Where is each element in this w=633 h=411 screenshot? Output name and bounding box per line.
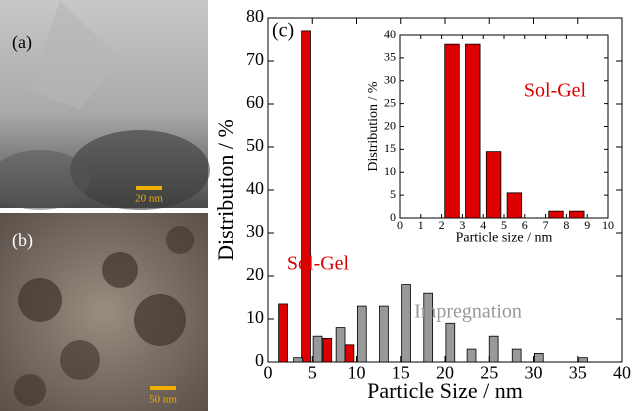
y-axis-label: Distribution / % bbox=[366, 81, 381, 172]
bar bbox=[445, 44, 460, 218]
y-tick-label: 10 bbox=[246, 307, 264, 327]
panel-label: (b) bbox=[12, 230, 33, 251]
bar bbox=[507, 193, 522, 218]
bar bbox=[380, 306, 389, 362]
bar bbox=[345, 345, 354, 362]
series-label: Sol-Gel bbox=[287, 253, 350, 275]
bar bbox=[466, 44, 481, 218]
bar bbox=[323, 338, 332, 362]
bar bbox=[402, 285, 411, 362]
panel-label: (c) bbox=[272, 20, 294, 42]
bar bbox=[302, 31, 311, 362]
y-tick-label: 60 bbox=[246, 92, 264, 112]
x-tick-label: 1 bbox=[418, 218, 424, 232]
bar bbox=[294, 358, 303, 362]
y-tick-label: 10 bbox=[384, 164, 396, 178]
bar bbox=[534, 353, 543, 362]
scale-bar-label: 50 nm bbox=[149, 394, 177, 406]
y-tick-label: 15 bbox=[384, 141, 396, 155]
bar bbox=[570, 211, 585, 218]
bar bbox=[357, 306, 366, 362]
x-tick-label: 2 bbox=[439, 218, 445, 232]
x-tick-label: 5 bbox=[308, 363, 317, 383]
y-tick-label: 40 bbox=[246, 178, 264, 198]
panel-label: (a) bbox=[12, 32, 32, 53]
y-tick-label: 25 bbox=[384, 95, 396, 109]
y-tick-label: 70 bbox=[246, 49, 264, 69]
y-tick-label: 20 bbox=[384, 118, 396, 132]
x-tick-label: 10 bbox=[348, 363, 366, 383]
y-tick-label: 30 bbox=[246, 221, 264, 241]
bar bbox=[486, 152, 501, 218]
figure: 20 nm (a) 50 nm (b) Sol-Gel Impregnation 0… bbox=[0, 0, 633, 411]
bar bbox=[446, 323, 455, 362]
bar bbox=[467, 349, 476, 362]
series-label: Impregnation bbox=[414, 301, 522, 323]
y-tick-label: 5 bbox=[390, 187, 396, 201]
series-label: Sol-Gel bbox=[524, 80, 587, 102]
scale-bar-label: 20 nm bbox=[135, 193, 163, 205]
x-tick-label: 0 bbox=[264, 363, 273, 383]
y-tick-label: 40 bbox=[384, 27, 396, 41]
x-tick-label: 35 bbox=[569, 363, 587, 383]
y-tick-label: 50 bbox=[246, 135, 264, 155]
bar bbox=[489, 336, 498, 362]
tem-image-a: 20 nm (a) bbox=[0, 0, 210, 210]
y-tick-label: 35 bbox=[384, 50, 396, 64]
x-axis-label: Particle size / nm bbox=[456, 231, 553, 246]
y-tick-label: 80 bbox=[246, 6, 264, 26]
bar bbox=[549, 211, 564, 218]
x-tick-label: 8 bbox=[563, 218, 569, 232]
y-tick-label: 0 bbox=[255, 350, 264, 370]
bar bbox=[579, 358, 588, 362]
bar bbox=[279, 304, 288, 362]
plot-area bbox=[400, 35, 608, 218]
x-tick-label: 9 bbox=[584, 218, 590, 232]
bar bbox=[336, 328, 345, 362]
bar bbox=[313, 336, 322, 362]
tem-image-b: 50 nm (b) bbox=[0, 213, 208, 411]
x-axis-label: Particle Size / nm bbox=[367, 378, 523, 403]
bar bbox=[512, 349, 521, 362]
x-tick-label: 0 bbox=[397, 218, 403, 232]
y-axis-label: Distribution / % bbox=[213, 119, 238, 261]
x-tick-label: 40 bbox=[613, 363, 631, 383]
y-tick-label: 30 bbox=[384, 73, 396, 87]
y-tick-label: 20 bbox=[246, 264, 264, 284]
x-tick-label: 30 bbox=[525, 363, 543, 383]
y-tick-label: 0 bbox=[390, 210, 396, 224]
x-tick-label: 10 bbox=[602, 218, 614, 232]
